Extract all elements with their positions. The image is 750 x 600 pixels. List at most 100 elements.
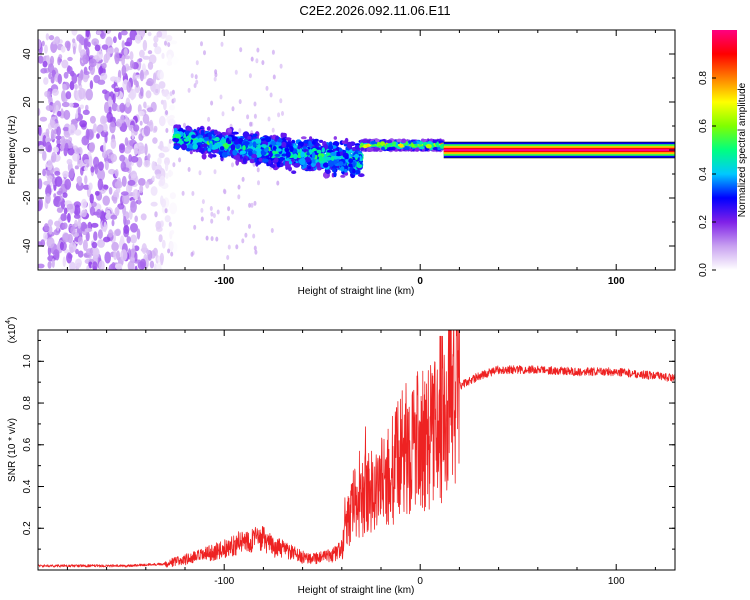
snr-multiplier-exp: 4 bbox=[5, 320, 12, 324]
spectrogram-cell bbox=[65, 91, 72, 100]
spectrogram-cell bbox=[209, 206, 213, 211]
spectrogram-cell bbox=[304, 156, 311, 163]
colorbar-bar bbox=[712, 30, 737, 270]
spectrogram-cell bbox=[126, 236, 131, 244]
spectrogram-cell bbox=[279, 163, 284, 167]
spectrogram-cell bbox=[133, 79, 138, 86]
spectrogram-cell bbox=[79, 120, 87, 128]
spectrogram-cell bbox=[340, 166, 345, 172]
spectrogram-cell bbox=[285, 151, 291, 158]
spectrogram-cell bbox=[88, 142, 95, 153]
spectrogram-cell bbox=[123, 48, 128, 56]
spectrogram-cell bbox=[325, 169, 331, 175]
spectrogram-cell bbox=[50, 41, 58, 53]
spectrogram-cell bbox=[154, 46, 162, 55]
spectrogram-cell bbox=[43, 231, 48, 241]
spectrogram-cell bbox=[316, 149, 322, 154]
spectrogram-cell bbox=[164, 208, 168, 214]
spectrogram-cell bbox=[270, 228, 274, 233]
colorbar-tick-label: 0.6 bbox=[698, 119, 709, 133]
spectrogram-carrier bbox=[443, 148, 675, 152]
spectrogram-cell bbox=[74, 129, 82, 136]
spectrogram-cell bbox=[134, 251, 138, 262]
spectrogram-cell bbox=[411, 144, 416, 148]
spectrogram-cell bbox=[57, 56, 61, 66]
spectrogram-cell bbox=[173, 145, 181, 150]
spectrogram-cell bbox=[226, 255, 230, 260]
spectrogram-cell bbox=[165, 172, 169, 179]
spectrogram-cell bbox=[159, 175, 166, 186]
spectrogram-cell bbox=[138, 58, 143, 63]
spectrogram-cell bbox=[38, 144, 45, 154]
spectrogram-cell bbox=[97, 79, 106, 85]
spectrogram-cell bbox=[134, 215, 138, 223]
spectrogram-cell bbox=[130, 200, 137, 213]
spectrogram-cell bbox=[213, 129, 218, 135]
spectrogram-cell bbox=[123, 146, 132, 154]
spectrogram-cell bbox=[333, 171, 337, 178]
snr-frame bbox=[37, 329, 676, 571]
spectrogram-cell bbox=[121, 193, 130, 205]
spectrogram-cell bbox=[186, 147, 191, 152]
spectrogram-cell bbox=[242, 131, 250, 139]
spectrogram-cell bbox=[139, 69, 144, 82]
spectrogram-cell bbox=[94, 190, 100, 196]
spectrogram-cell bbox=[74, 112, 79, 119]
spectrogram-cell bbox=[141, 243, 147, 255]
spectrogram-cell bbox=[239, 150, 247, 155]
spectrogram-cell bbox=[112, 93, 116, 104]
snr-multiplier-base: (x10 bbox=[7, 323, 18, 343]
spectrogram-cell bbox=[53, 193, 57, 199]
spectrogram-cell bbox=[344, 171, 349, 176]
spectrogram-cell bbox=[321, 147, 325, 153]
spectrogram-cell bbox=[169, 202, 178, 215]
spectrogram-cell bbox=[353, 154, 360, 159]
spectrogram-cell bbox=[38, 263, 45, 269]
spectrogram-cell bbox=[97, 239, 105, 248]
spectrogram-cell bbox=[159, 71, 164, 80]
spectrogram-cell bbox=[404, 145, 408, 150]
spectrogram-cell bbox=[51, 88, 59, 96]
spectrogram-cell bbox=[59, 241, 64, 251]
spectrogram-cell bbox=[396, 138, 403, 143]
spectrogram-cell bbox=[256, 153, 260, 158]
spectrogram-cell bbox=[72, 38, 76, 44]
spectrogram-cell bbox=[101, 116, 108, 124]
spectrogram-cell bbox=[47, 245, 52, 257]
snr-series-line bbox=[38, 330, 675, 568]
spectrogram-cell bbox=[253, 245, 257, 251]
spectrogram-cell bbox=[237, 194, 241, 200]
spectrogram-cell bbox=[96, 133, 100, 139]
spectrogram-cell bbox=[271, 49, 275, 55]
spectrogram-cell bbox=[216, 209, 220, 215]
spectrogram-cell bbox=[167, 54, 172, 63]
spectrogram-cell bbox=[108, 96, 112, 108]
spectrogram-cell bbox=[66, 66, 73, 74]
spectrogram-cell bbox=[148, 119, 154, 132]
spectrogram-cell bbox=[82, 72, 89, 83]
spectrogram-cell bbox=[108, 187, 113, 195]
spectrogram-cell bbox=[270, 164, 276, 168]
spectrogram-cell bbox=[227, 206, 231, 212]
spectrogram-cell bbox=[261, 158, 269, 163]
spectrogram-cell bbox=[89, 193, 94, 204]
colorbar-tick-label: 0.8 bbox=[698, 71, 709, 85]
spectrogram-cell bbox=[139, 49, 145, 58]
spectrogram-cell bbox=[231, 131, 239, 135]
spectrogram-cell bbox=[235, 143, 241, 149]
spectrogram-cell bbox=[271, 127, 275, 133]
spectrogram-cell bbox=[74, 219, 78, 228]
spectrogram-cell bbox=[178, 140, 184, 144]
spectrogram-cell bbox=[284, 147, 290, 153]
spectrogram-cell bbox=[50, 76, 55, 84]
spectrogram-cell bbox=[249, 158, 255, 164]
spectrogram-ytick-label: 0 bbox=[22, 147, 33, 153]
spectrogram-cell bbox=[104, 160, 109, 171]
spectrogram-cell bbox=[38, 108, 41, 116]
spectrogram-cell bbox=[45, 193, 51, 204]
spectrogram-cell bbox=[74, 165, 79, 170]
snr-xtick-label: 100 bbox=[608, 576, 625, 587]
spectrogram-cell bbox=[258, 157, 263, 162]
spectrogram-cell bbox=[386, 139, 393, 144]
spectrogram-cell bbox=[213, 169, 217, 175]
